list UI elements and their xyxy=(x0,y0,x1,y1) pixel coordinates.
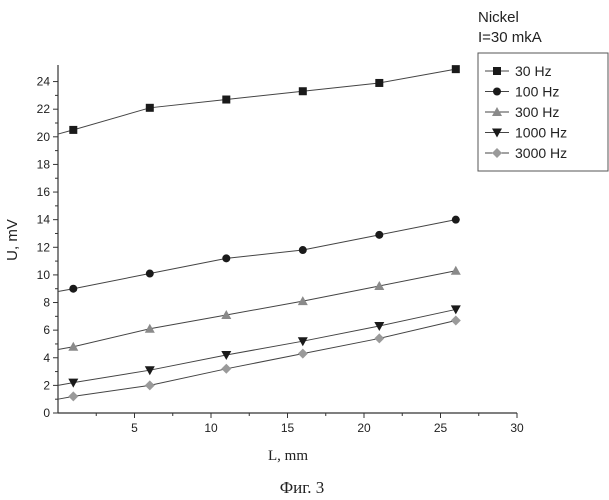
data-point-30-hz xyxy=(222,96,230,104)
y-tick-label: 4 xyxy=(43,351,50,365)
x-tick-label: 5 xyxy=(131,421,138,435)
series-3000-hz xyxy=(58,315,461,401)
data-point-30-hz xyxy=(69,126,77,134)
y-axis-label: U, mV xyxy=(4,219,21,261)
x-axis-label: L, mm xyxy=(268,448,308,464)
figure-caption: Фиг. 3 xyxy=(280,478,325,497)
legend-label: 3000 Hz xyxy=(515,145,567,161)
y-tick-label: 12 xyxy=(37,240,51,254)
series-line-30-hz xyxy=(58,69,456,134)
series-100-hz xyxy=(58,216,460,293)
legend-label: 300 Hz xyxy=(515,104,559,120)
data-point-3000-hz xyxy=(298,349,308,359)
data-point-3000-hz xyxy=(451,315,461,325)
data-point-3000-hz xyxy=(221,364,231,374)
legend-marker xyxy=(493,88,501,96)
x-tick-label: 10 xyxy=(204,421,218,435)
y-tick-label: 8 xyxy=(43,296,50,310)
axes: 02468101214161820222451015202530 xyxy=(37,65,524,435)
data-point-3000-hz xyxy=(374,333,384,343)
annotation-material: Nickel xyxy=(478,9,519,26)
legend-label: 30 Hz xyxy=(515,63,552,79)
annotation-current: I=30 mkA xyxy=(478,29,542,46)
y-tick-label: 18 xyxy=(37,157,51,171)
legend-marker xyxy=(493,67,501,75)
y-tick-label: 0 xyxy=(43,406,50,420)
y-tick-label: 6 xyxy=(43,323,50,337)
data-point-100-hz xyxy=(299,246,307,254)
series-line-300-hz xyxy=(58,271,456,350)
data-point-30-hz xyxy=(146,104,154,112)
y-tick-label: 16 xyxy=(37,185,51,199)
y-tick-label: 10 xyxy=(37,268,51,282)
data-point-100-hz xyxy=(452,216,460,224)
legend-label: 1000 Hz xyxy=(515,125,567,141)
y-tick-label: 14 xyxy=(37,213,51,227)
y-tick-label: 2 xyxy=(43,378,50,392)
series-300-hz xyxy=(58,266,461,351)
data-point-300-hz xyxy=(451,266,461,275)
data-point-30-hz xyxy=(299,87,307,95)
series-line-1000-hz xyxy=(58,309,456,385)
y-tick-label: 22 xyxy=(37,102,51,116)
series-group xyxy=(58,65,461,401)
legend-label: 100 Hz xyxy=(515,84,559,100)
series-line-3000-hz xyxy=(58,320,456,399)
data-point-100-hz xyxy=(375,231,383,239)
x-tick-label: 20 xyxy=(357,421,371,435)
data-point-3000-hz xyxy=(145,380,155,390)
data-point-30-hz xyxy=(375,79,383,87)
series-1000-hz xyxy=(58,305,461,387)
x-tick-label: 15 xyxy=(281,421,295,435)
y-tick-label: 20 xyxy=(37,130,51,144)
series-line-100-hz xyxy=(58,220,456,292)
data-point-3000-hz xyxy=(68,391,78,401)
series-30-hz xyxy=(58,65,460,134)
data-point-100-hz xyxy=(146,270,154,278)
x-tick-label: 30 xyxy=(510,421,524,435)
data-point-30-hz xyxy=(452,65,460,73)
y-tick-label: 24 xyxy=(37,75,51,89)
data-point-100-hz xyxy=(222,254,230,262)
x-tick-label: 25 xyxy=(434,421,448,435)
data-point-100-hz xyxy=(69,285,77,293)
